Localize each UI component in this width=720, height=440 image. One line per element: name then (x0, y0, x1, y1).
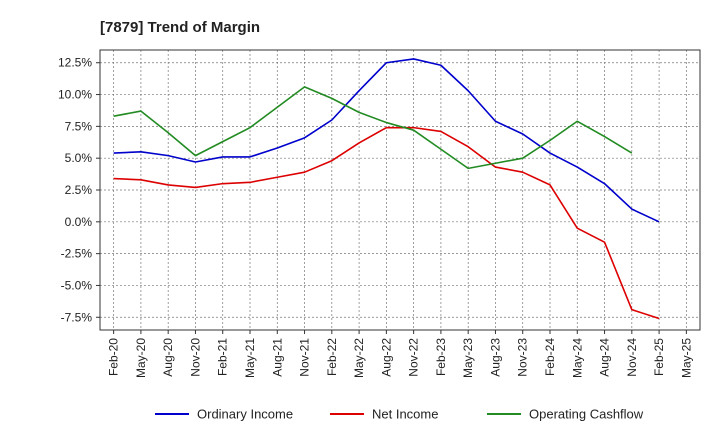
x-tick-label: Aug-22 (379, 338, 393, 377)
x-tick-label: Feb-24 (543, 338, 557, 376)
x-tick-label: Nov-20 (188, 338, 202, 377)
y-axis: 12.5% 10.0% 7.5% 5.0% 2.5% 0.0% -2.5% -5.0% -7.5… (58, 56, 100, 324)
y-tick-label: 5.0% (65, 151, 93, 165)
series-lines (113, 58, 660, 320)
y-tick-label: 2.5% (65, 183, 93, 197)
y-tick-label: 0.0% (65, 215, 93, 229)
y-tick-label: -5.0% (61, 278, 93, 292)
x-tick-label: Feb-22 (325, 338, 339, 376)
y-tick-label: 10.0% (58, 88, 92, 102)
x-tick-label: Nov-24 (625, 338, 639, 377)
x-tick-label: Feb-23 (434, 338, 448, 376)
x-tick-label: May-21 (243, 338, 257, 378)
x-tick-label: Nov-22 (407, 338, 421, 377)
legend-label-operating-cashflow: Operating Cashflow (529, 407, 644, 422)
x-axis: Feb-20 May-20 Aug-20 Nov-20 Feb-21 May-21 Aug-… (107, 330, 693, 378)
x-tick-label: Aug-21 (270, 338, 284, 377)
x-tick-label: Feb-21 (216, 338, 230, 376)
x-tick-label: Aug-23 (488, 338, 502, 377)
x-tick-label: Nov-23 (516, 338, 530, 377)
x-tick-label: Nov-21 (298, 338, 312, 377)
x-tick-label: Feb-20 (107, 338, 121, 376)
grid-lines (100, 50, 700, 330)
x-tick-label: Feb-25 (652, 338, 666, 376)
series-line-net-income (113, 126, 660, 320)
series-line-operating-cashflow (113, 86, 633, 170)
x-tick-label: Aug-24 (598, 338, 612, 377)
legend-label-ordinary-income: Ordinary Income (197, 407, 293, 422)
y-tick-label: -7.5% (61, 310, 93, 324)
x-tick-label: May-22 (352, 338, 366, 378)
series-line-ordinary-income (113, 58, 660, 223)
y-tick-label: 7.5% (65, 119, 93, 133)
x-tick-label: May-25 (679, 338, 693, 378)
x-tick-label: May-24 (570, 338, 584, 378)
legend: Ordinary Income Net Income Operating Cashf… (155, 407, 644, 422)
x-tick-label: May-23 (461, 338, 475, 378)
y-tick-label: -2.5% (61, 247, 93, 261)
chart-title: [7879] Trend of Margin (100, 19, 260, 36)
y-tick-label: 12.5% (58, 56, 92, 70)
legend-label-net-income: Net Income (372, 407, 438, 422)
x-tick-label: May-20 (134, 338, 148, 378)
x-tick-label: Aug-20 (161, 338, 175, 377)
